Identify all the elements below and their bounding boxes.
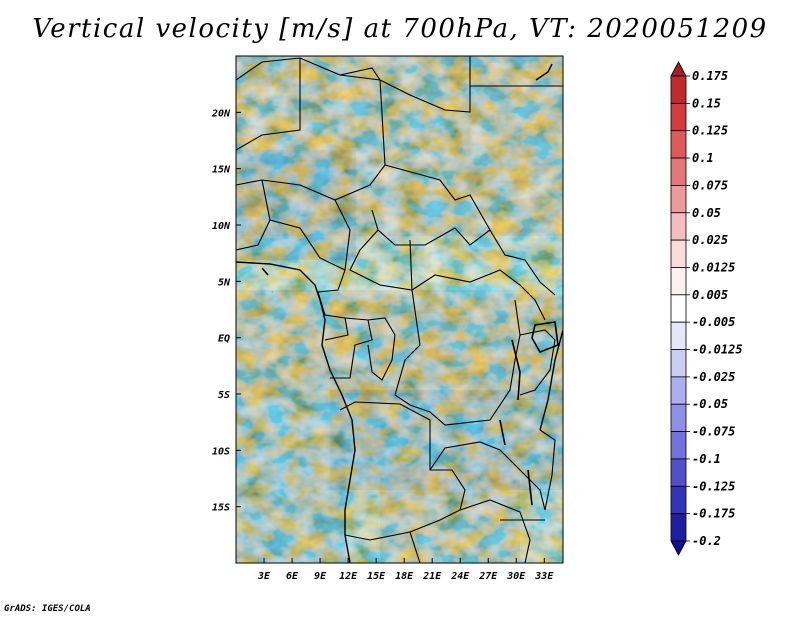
colorbar-segment — [670, 458, 687, 487]
lat-label: 15S — [212, 503, 230, 514]
lon-label: 21E — [422, 571, 442, 582]
colorbar-segment — [670, 294, 687, 323]
colorbar-label: 0.0125 — [692, 260, 735, 274]
colorbar-label: -0.2 — [692, 534, 721, 548]
colorbar-label: -0.005 — [692, 315, 735, 329]
colorbar-segment — [670, 185, 687, 214]
lon-label: 15E — [367, 571, 386, 582]
lon-label: 18E — [395, 571, 414, 582]
lon-label: 9E — [314, 571, 327, 582]
country-borders — [236, 56, 563, 563]
colorbar-segment — [670, 376, 687, 405]
colorbar-label: -0.0125 — [692, 343, 743, 357]
lon-label: 27E — [478, 571, 498, 582]
colorbar-segment — [670, 485, 687, 515]
colorbar-segment — [670, 130, 687, 159]
latitude-axis: 20N 15N 10N 5N EQ 5S 10S 15S — [211, 108, 241, 514]
colorbar-segment — [670, 403, 687, 432]
colorbar-segment — [670, 321, 687, 350]
colorbar-bottom-arrow — [670, 540, 687, 556]
colorbar: 0.175 0.15 0.125 0.1 0.075 0.05 0.025 0.0125 0.0… — [670, 61, 743, 556]
colorbar-segment — [670, 513, 687, 542]
lat-label: 20N — [211, 108, 231, 119]
colorbar-label: 0.05 — [692, 206, 721, 220]
colorbar-segment — [670, 102, 687, 132]
colorbar-segment — [670, 267, 687, 296]
velocity-field — [236, 56, 563, 563]
colorbar-segment — [670, 349, 687, 378]
lon-label: 33E — [534, 571, 554, 582]
colorbar-label: 0.15 — [692, 96, 721, 110]
grads-credit: GrADS: IGES/COLA — [4, 604, 91, 614]
colorbar-label: -0.125 — [692, 479, 735, 493]
colorbar-label: -0.025 — [692, 370, 735, 384]
chart-title: Vertical velocity [m/s] at 700hPa, VT: 2… — [32, 14, 768, 44]
great-lakes — [261, 267, 559, 506]
lat-label: 10S — [212, 446, 230, 457]
lon-label: 30E — [506, 571, 526, 582]
colorbar-label: -0.075 — [692, 425, 735, 439]
colorbar-label: 0.1 — [692, 151, 714, 165]
longitude-axis: 3E 6E 9E 12E 15E 18E 21E 24E 27E 30E 33E — [257, 558, 554, 582]
colorbar-label: -0.1 — [692, 452, 721, 466]
lon-label: 12E — [339, 571, 358, 582]
lat-label: 15N — [212, 165, 231, 176]
colorbar-label: 0.125 — [692, 124, 728, 138]
colorbar-segment — [670, 212, 687, 241]
lon-label: 6E — [286, 571, 299, 582]
colorbar-label: 0.175 — [692, 69, 728, 83]
lon-label: 3E — [257, 571, 271, 582]
lat-label: 10N — [212, 221, 231, 232]
colorbar-segment — [670, 239, 687, 268]
lat-label: 5N — [218, 277, 231, 288]
colorbar-label: -0.175 — [692, 507, 735, 521]
colorbar-label: 0.005 — [692, 288, 728, 302]
colorbar-top-arrow — [670, 61, 687, 77]
lat-label: EQ — [218, 334, 230, 345]
lon-label: 24E — [450, 571, 470, 582]
colorbar-segment — [670, 431, 687, 460]
colorbar-label: 0.075 — [692, 178, 728, 192]
coastline — [236, 63, 563, 563]
colorbar-label: 0.025 — [692, 233, 728, 247]
colorbar-label: -0.05 — [692, 397, 728, 411]
plot-frame — [235, 55, 564, 564]
colorbar-segment — [670, 75, 687, 104]
colorbar-segment — [670, 157, 687, 186]
lat-label: 5S — [218, 390, 230, 401]
